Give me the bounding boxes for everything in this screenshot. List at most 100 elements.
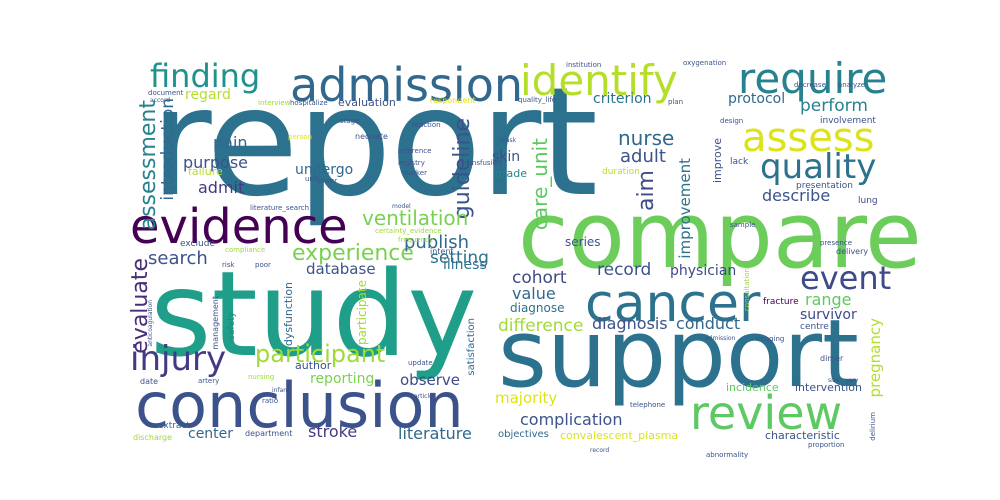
word-author: author: [295, 359, 332, 372]
word-diagnosis: diagnosis: [592, 314, 668, 333]
word-person: person: [288, 133, 312, 141]
word-participate: participate: [355, 280, 369, 345]
word-compare: compare: [518, 182, 922, 289]
word-intervention: intervention: [795, 381, 862, 394]
word-search: search: [148, 248, 208, 269]
word-duration: duration: [602, 167, 640, 177]
word-admission-small: admission: [705, 335, 736, 342]
word-involvement: involvement: [820, 116, 876, 126]
word-record-small: record: [590, 447, 610, 454]
word-document: document: [148, 89, 184, 97]
word-delirium: delirium: [869, 412, 877, 441]
word-cancer: cancer: [585, 274, 761, 334]
word-very: very: [845, 377, 859, 384]
word-pain: pain: [213, 133, 248, 152]
word-delivery: delivery: [836, 247, 869, 256]
word-illness: illness: [443, 257, 487, 273]
word-anticoagulation: anticoagulation: [147, 300, 154, 347]
word-risk: risk: [222, 261, 235, 269]
word-record: record: [597, 260, 652, 280]
word-imaging: imaging: [756, 335, 785, 343]
word-evidence: evidence: [130, 199, 348, 255]
word-ratio: ratio: [262, 397, 279, 405]
word-series: series: [565, 235, 601, 249]
word-admit: admit: [198, 178, 245, 197]
word-fracture: fracture: [763, 297, 799, 307]
word-certainty-evidence: certainty_evidence: [375, 227, 442, 235]
word-date: date: [140, 377, 159, 386]
word-complication: complication: [520, 410, 623, 429]
word-perform: perform: [800, 96, 868, 116]
word-nurse: nurse: [618, 126, 675, 150]
word-failure: failure: [188, 165, 223, 178]
word-center: center: [188, 426, 234, 442]
word-evaluation: evaluation: [338, 96, 396, 109]
word-database: database: [306, 260, 376, 278]
word-study: study: [150, 245, 478, 383]
word-respondent: respondent: [430, 96, 476, 105]
word-presentation: presentation: [796, 181, 853, 191]
word-presence: presence: [820, 239, 853, 247]
word-review: review: [690, 386, 843, 440]
word-regard: regard: [185, 87, 231, 103]
word-stage: stage: [340, 117, 360, 125]
word-unit: unit: [305, 175, 319, 183]
word-criterion: criterion: [593, 91, 652, 107]
word-marker: marker: [402, 169, 427, 177]
word-neonate: neonate: [355, 132, 388, 141]
word-infant: infant: [272, 387, 290, 394]
word-exclude: exclude: [180, 239, 215, 249]
word-model: model: [392, 203, 411, 210]
word-analyze: analyze: [838, 81, 866, 89]
word-accord: accord: [150, 97, 171, 104]
word-ventilation: ventilation: [362, 206, 469, 230]
word-frequency: frequency: [398, 236, 434, 244]
word-hospitalize: hospitalize: [290, 99, 328, 107]
word-value: value: [512, 284, 556, 303]
word-require: require: [738, 54, 888, 103]
word-proportion: proportion: [808, 441, 845, 449]
word-improve: improve: [711, 138, 724, 184]
word-institution: institution: [566, 61, 602, 69]
word-reaction: reaction: [412, 121, 441, 129]
word-abnormality: abnormality: [706, 451, 749, 459]
word-undergo: undergo: [295, 162, 354, 178]
word-sample: sample: [730, 221, 756, 229]
word-identify: identify: [520, 56, 678, 105]
word-artery: artery: [198, 377, 220, 385]
word-admission: admission: [290, 58, 523, 112]
word-incidence: incidence: [726, 381, 779, 394]
word-quality: quality: [760, 147, 877, 187]
word-grade: grade: [495, 167, 527, 180]
word-purpose: purpose: [183, 153, 248, 172]
word-oxygenation: oxygenation: [683, 59, 727, 67]
word-support: support: [498, 300, 859, 409]
word-article: article: [414, 393, 433, 400]
word-objectives: objectives: [498, 429, 549, 440]
word-care-unit: care_unit: [528, 138, 552, 231]
word-decrease: decrease: [794, 81, 826, 89]
word-majority: majority: [495, 389, 558, 407]
word-skin: skin: [492, 149, 521, 165]
word-transfusion: transfusion: [462, 159, 502, 167]
word-range: range: [805, 290, 852, 309]
word-report: report: [150, 56, 598, 230]
word-assessment: assessment: [136, 100, 161, 231]
word-pregnancy: pregnancy: [866, 318, 884, 398]
word-telephone: telephone: [630, 401, 666, 409]
word-participant: participant: [255, 340, 386, 368]
word-adult: adult: [620, 146, 666, 167]
word-dimer: dimer: [820, 354, 844, 363]
word-registry: registry: [398, 159, 425, 167]
word-injury: injury: [130, 339, 227, 379]
word-finding: finding: [150, 57, 261, 95]
word-setting: setting: [430, 248, 489, 268]
word-intent: intent: [430, 247, 454, 256]
word-lung: lung: [858, 196, 878, 206]
word-conclusion: conclusion: [135, 369, 464, 442]
word-literature: literature: [398, 424, 472, 443]
word-safety: safety: [227, 312, 237, 340]
word-convalescent-plasma: convalescent_plasma: [560, 429, 679, 442]
word-reference: reference: [398, 147, 432, 155]
